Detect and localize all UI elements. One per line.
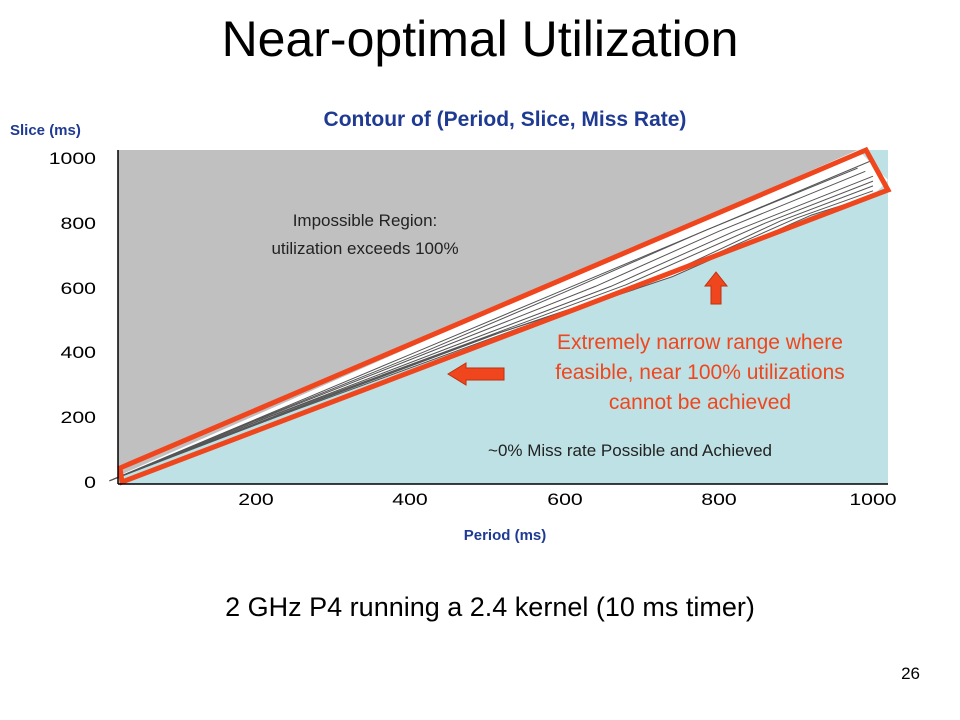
y-tick-label: 400 xyxy=(60,343,96,363)
contour-line-1 xyxy=(109,167,858,482)
narrow-range-line-1: Extremely narrow range where xyxy=(557,331,843,354)
y-axis-label: Slice (ms) xyxy=(10,122,81,139)
arrow-left-icon xyxy=(447,362,505,386)
contour-line-4 xyxy=(109,180,874,482)
page-number: 26 xyxy=(901,664,920,683)
narrow-range-annotation: Extremely narrow range where feasible, n… xyxy=(505,328,895,418)
arrow-up-icon xyxy=(703,271,729,305)
narrow-range-line-2: feasible, near 100% utilizations xyxy=(555,361,845,384)
x-tick-label: 400 xyxy=(392,490,428,509)
slide-subtitle: 2 GHz P4 running a 2.4 kernel (10 ms tim… xyxy=(225,592,755,622)
narrow-range-line-3: cannot be achieved xyxy=(608,391,792,414)
chart-title: Contour of (Period, Slice, Miss Rate) xyxy=(323,108,687,131)
slide-title: Near-optimal Utilization xyxy=(221,11,739,67)
x-tick-label: 600 xyxy=(546,490,583,509)
contour-line-2 xyxy=(109,170,866,482)
y-tick-label: 200 xyxy=(60,408,96,428)
y-tick-label: 1000 xyxy=(48,149,96,168)
x-axis-label: Period (ms) xyxy=(463,527,547,544)
highlight-box xyxy=(117,146,892,486)
impossible-region-label: Impossible Region: utilization exceeds 1… xyxy=(210,207,520,263)
x-tick-label: 200 xyxy=(238,490,274,509)
y-tick-label: 0 xyxy=(84,473,96,492)
narrow-band xyxy=(109,150,888,481)
x-tick-label: 800 xyxy=(701,490,737,509)
y-tick-label: 600 xyxy=(60,278,96,298)
x-tick-label: 1000 xyxy=(849,490,897,509)
impossible-region-line-1: Impossible Region: xyxy=(292,211,438,230)
impossible-region-line-2: utilization exceeds 100% xyxy=(271,239,459,258)
y-tick-label: 800 xyxy=(60,213,96,233)
feasible-region-label: ~0% Miss rate Possible and Achieved xyxy=(488,441,772,460)
